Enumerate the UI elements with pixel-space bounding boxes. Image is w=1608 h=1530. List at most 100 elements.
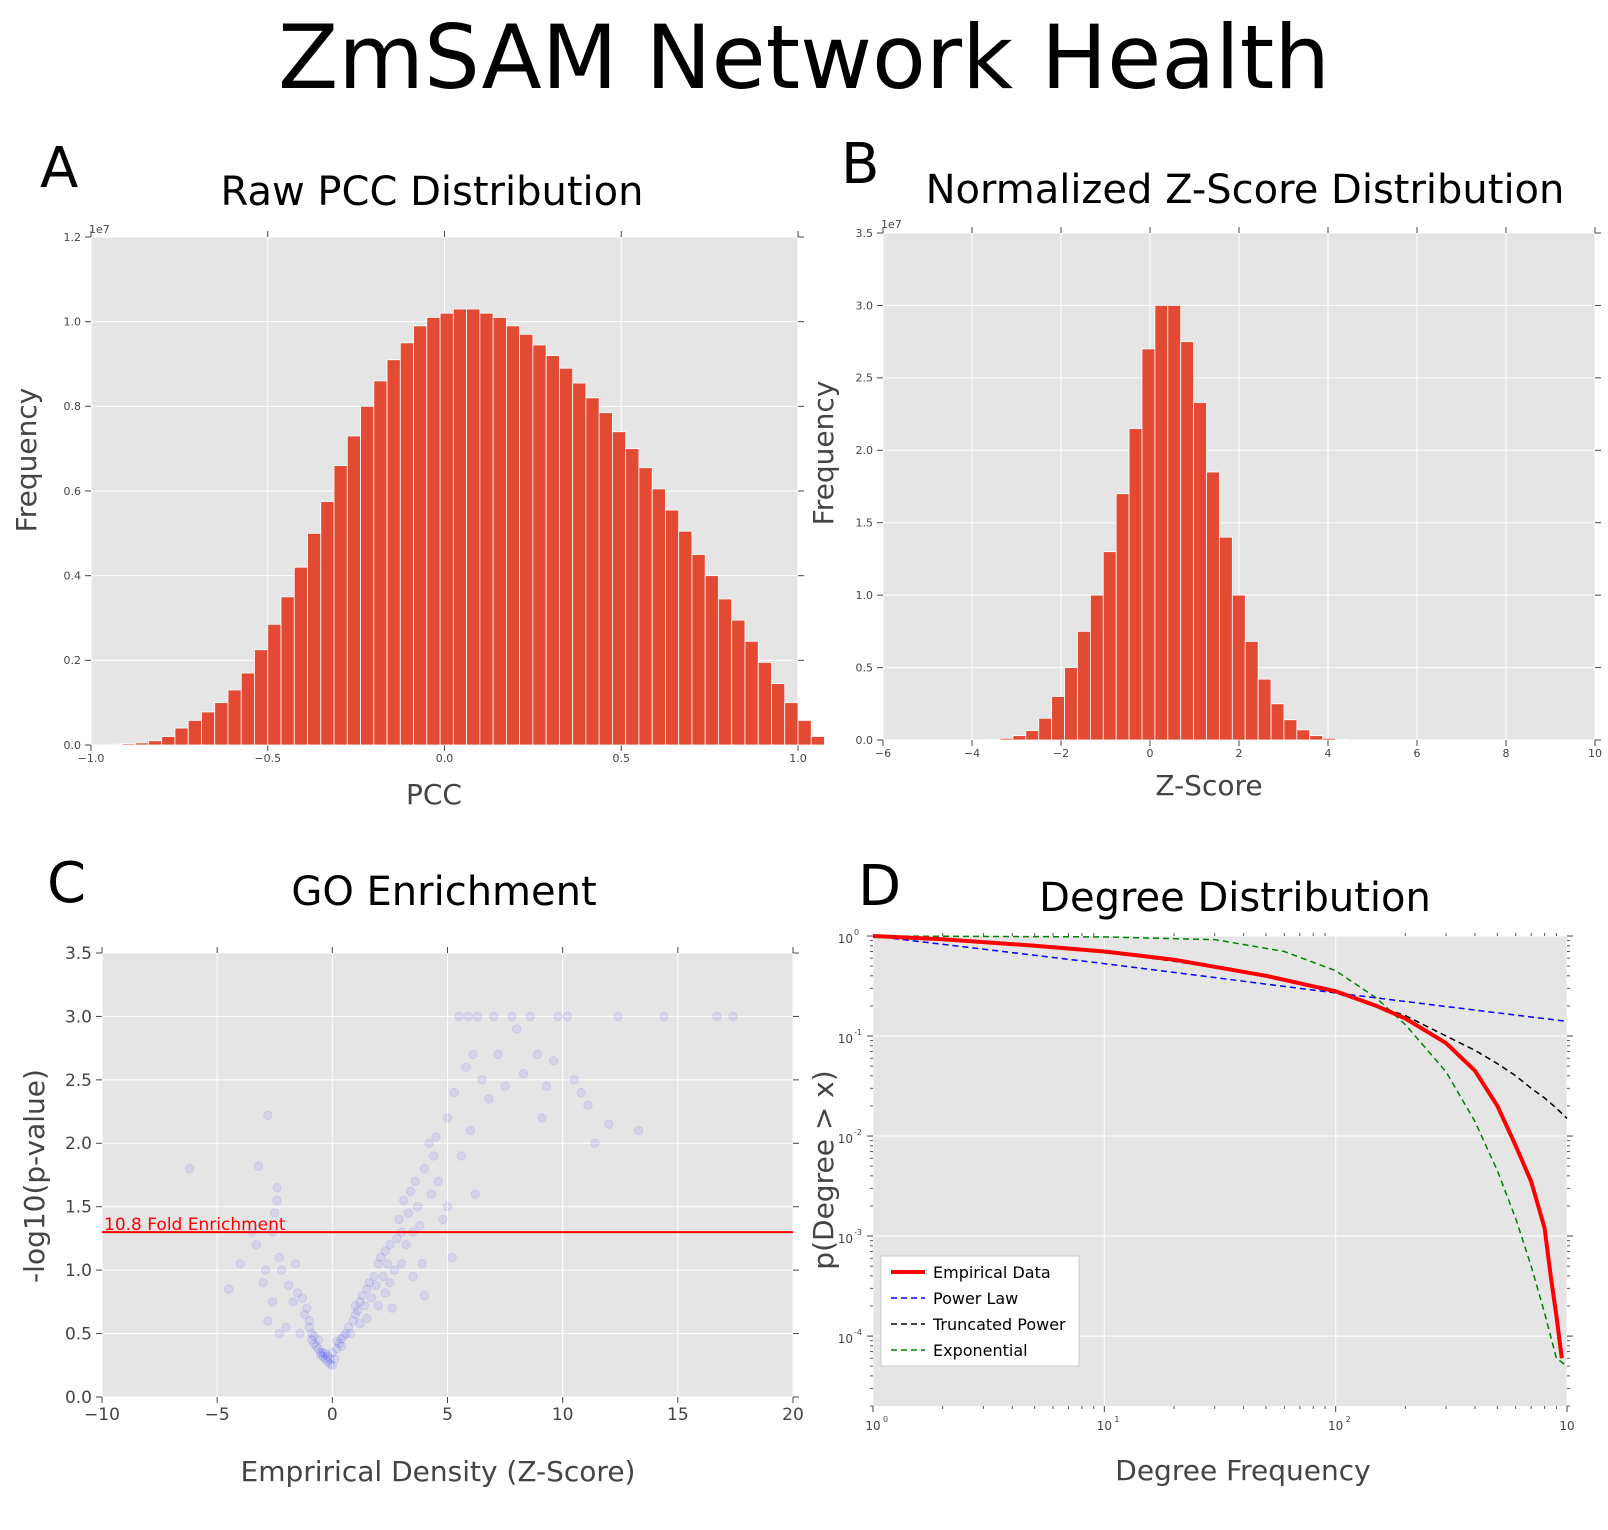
scatter-point bbox=[583, 1100, 593, 1110]
y-axis-label: Frequency bbox=[10, 388, 43, 533]
scatter-point bbox=[355, 1297, 365, 1307]
histogram-bar bbox=[1296, 729, 1311, 741]
series-line-truncated-power bbox=[872, 935, 1568, 1119]
scatter-point bbox=[304, 1316, 314, 1326]
x-tick-label: −2 bbox=[1053, 747, 1069, 760]
scatter-point bbox=[387, 1303, 397, 1313]
x-tick-label: −5 bbox=[205, 1405, 230, 1425]
histogram-bar bbox=[1206, 471, 1220, 741]
histogram-bar bbox=[1038, 717, 1053, 741]
series-line-exponential bbox=[872, 935, 1568, 1367]
histogram-bar bbox=[810, 736, 825, 746]
x-axis-label: Emprirical Density (Z-Score) bbox=[241, 1455, 636, 1488]
x-tick-label: −1.0 bbox=[78, 752, 105, 765]
scatter-point bbox=[562, 1011, 572, 1022]
scatter-point bbox=[470, 1189, 480, 1199]
scatter-point bbox=[313, 1335, 324, 1345]
chart-title: Degree Distribution bbox=[1039, 875, 1431, 921]
histogram-bar bbox=[161, 736, 176, 746]
scatter-point bbox=[297, 1293, 308, 1303]
scatter-point bbox=[311, 1341, 321, 1351]
scatter-point bbox=[449, 1087, 460, 1098]
histogram-bar bbox=[612, 431, 627, 746]
scatter-point bbox=[447, 1252, 457, 1263]
histogram-bar bbox=[426, 317, 441, 746]
y-tick-label: 1.5 bbox=[65, 1198, 92, 1218]
histogram-bar bbox=[333, 465, 348, 746]
y-tick-label: 2.0 bbox=[65, 1134, 92, 1154]
scatter-point bbox=[346, 1328, 356, 1339]
scatter-point bbox=[334, 1339, 344, 1349]
scatter-point bbox=[385, 1278, 395, 1288]
scatter-point bbox=[253, 1161, 264, 1171]
y-scale-label: 1e7 bbox=[89, 223, 110, 236]
x-tick-label: 0.0 bbox=[436, 752, 454, 765]
scatter-point bbox=[272, 1195, 282, 1206]
scatter-point bbox=[442, 1113, 453, 1123]
histogram-bar bbox=[1180, 341, 1195, 741]
scatter-point bbox=[323, 1351, 333, 1362]
scatter-point bbox=[274, 1328, 285, 1339]
y-tick-label: 1.5 bbox=[856, 517, 874, 530]
y-tick-label: 10 bbox=[838, 1332, 853, 1346]
legend-label: Power Law bbox=[933, 1289, 1018, 1308]
x-axis-label: Z-Score bbox=[1155, 769, 1262, 802]
scatter-point bbox=[184, 1163, 195, 1174]
scatter-point bbox=[373, 1259, 384, 1269]
scatter-point bbox=[362, 1284, 372, 1294]
scatter-point bbox=[424, 1138, 434, 1148]
histogram-bar bbox=[1154, 305, 1169, 741]
histogram-bar bbox=[373, 380, 388, 746]
scatter-point bbox=[318, 1347, 328, 1358]
histogram-bar bbox=[1115, 493, 1130, 741]
scatter-point bbox=[260, 1265, 271, 1275]
scatter-point bbox=[364, 1278, 374, 1288]
histogram-bar bbox=[532, 344, 547, 746]
scatter-point bbox=[350, 1309, 361, 1320]
scatter-point bbox=[357, 1290, 367, 1301]
y-tick-label: 1.2 bbox=[64, 231, 82, 244]
panel-label-d: D bbox=[858, 854, 901, 919]
threshold-label: 10.8 Fold Enrichment bbox=[104, 1215, 286, 1235]
scatter-point bbox=[493, 1049, 503, 1060]
histogram-bar bbox=[1309, 735, 1324, 741]
scatter-point bbox=[336, 1341, 347, 1351]
histogram-bar bbox=[174, 727, 189, 746]
histogram-bar bbox=[718, 598, 733, 746]
y-tick-label: 0.5 bbox=[65, 1325, 92, 1345]
scatter-point bbox=[336, 1333, 347, 1344]
histogram-bar bbox=[1219, 536, 1233, 741]
scatter-point bbox=[431, 1132, 441, 1142]
y-tick-exponent: -4 bbox=[854, 1328, 862, 1337]
histogram-bar bbox=[148, 740, 163, 746]
scatter-point bbox=[537, 1113, 547, 1123]
histogram-bar bbox=[293, 566, 308, 746]
x-tick-label: 5 bbox=[442, 1405, 453, 1425]
histogram-bar bbox=[1051, 696, 1065, 741]
scatter-point bbox=[442, 1202, 453, 1212]
histogram-bar bbox=[1283, 719, 1298, 741]
histogram-bar bbox=[227, 689, 242, 746]
histogram-bar bbox=[771, 683, 786, 746]
scatter-point bbox=[223, 1284, 234, 1294]
scatter-point bbox=[408, 1271, 418, 1282]
scatter-point bbox=[325, 1359, 335, 1369]
panel-label-b: B bbox=[841, 132, 879, 197]
y-tick-label: 2.0 bbox=[856, 444, 874, 457]
scatter-point bbox=[299, 1309, 310, 1320]
y-tick-label: 0.0 bbox=[65, 1388, 92, 1408]
scatter-point bbox=[309, 1331, 319, 1341]
y-scale-label: 1e7 bbox=[881, 218, 902, 231]
histogram-bar bbox=[452, 308, 467, 746]
histogram-bar bbox=[413, 325, 428, 746]
x-tick-label: 1.0 bbox=[789, 752, 807, 765]
histogram-bar bbox=[651, 488, 666, 746]
scatter-point bbox=[258, 1278, 268, 1288]
series-line-power-law bbox=[872, 935, 1568, 1023]
y-tick-label: 0.6 bbox=[64, 485, 82, 498]
scatter-point bbox=[576, 1087, 586, 1098]
scatter-point bbox=[371, 1280, 381, 1291]
histogram-bar bbox=[307, 532, 322, 746]
histogram-bar bbox=[999, 737, 1014, 741]
scatter-point bbox=[380, 1246, 391, 1256]
